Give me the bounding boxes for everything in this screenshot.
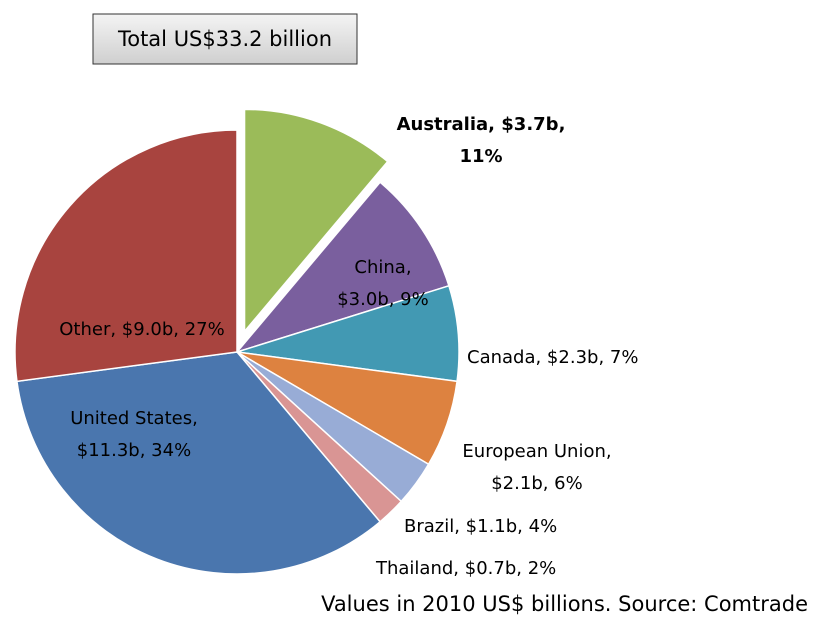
data-label: China, (354, 257, 411, 278)
labels: Australia, $3.7b, 11% China, $3.0b, 9% Canad… (59, 114, 638, 579)
data-label: Thailand, $0.7b, 2% (375, 558, 556, 579)
pie-slice (16, 351, 382, 575)
source-note: Values in 2010 US$ billions. Source: Com… (321, 592, 808, 616)
pie-slice (243, 108, 389, 334)
data-label: Australia, $3.7b, (397, 114, 566, 135)
data-label: $3.0b, 9% (337, 289, 429, 310)
data-label: 11% (459, 146, 502, 167)
data-label: Other, $9.0b, 27% (59, 319, 225, 340)
data-label: $11.3b, 34% (77, 440, 191, 461)
data-label: Canada, $2.3b, 7% (467, 347, 638, 368)
data-label: European Union, (462, 441, 611, 462)
pie-slice (14, 129, 238, 383)
chart-title: Total US$33.2 billion (117, 27, 332, 51)
pie-slice (234, 181, 450, 354)
data-label: Brazil, $1.1b, 4% (404, 516, 557, 537)
data-label: United States, (70, 408, 198, 429)
title-box (92, 13, 358, 65)
data-label: $2.1b, 6% (491, 473, 583, 494)
pie (14, 108, 460, 575)
